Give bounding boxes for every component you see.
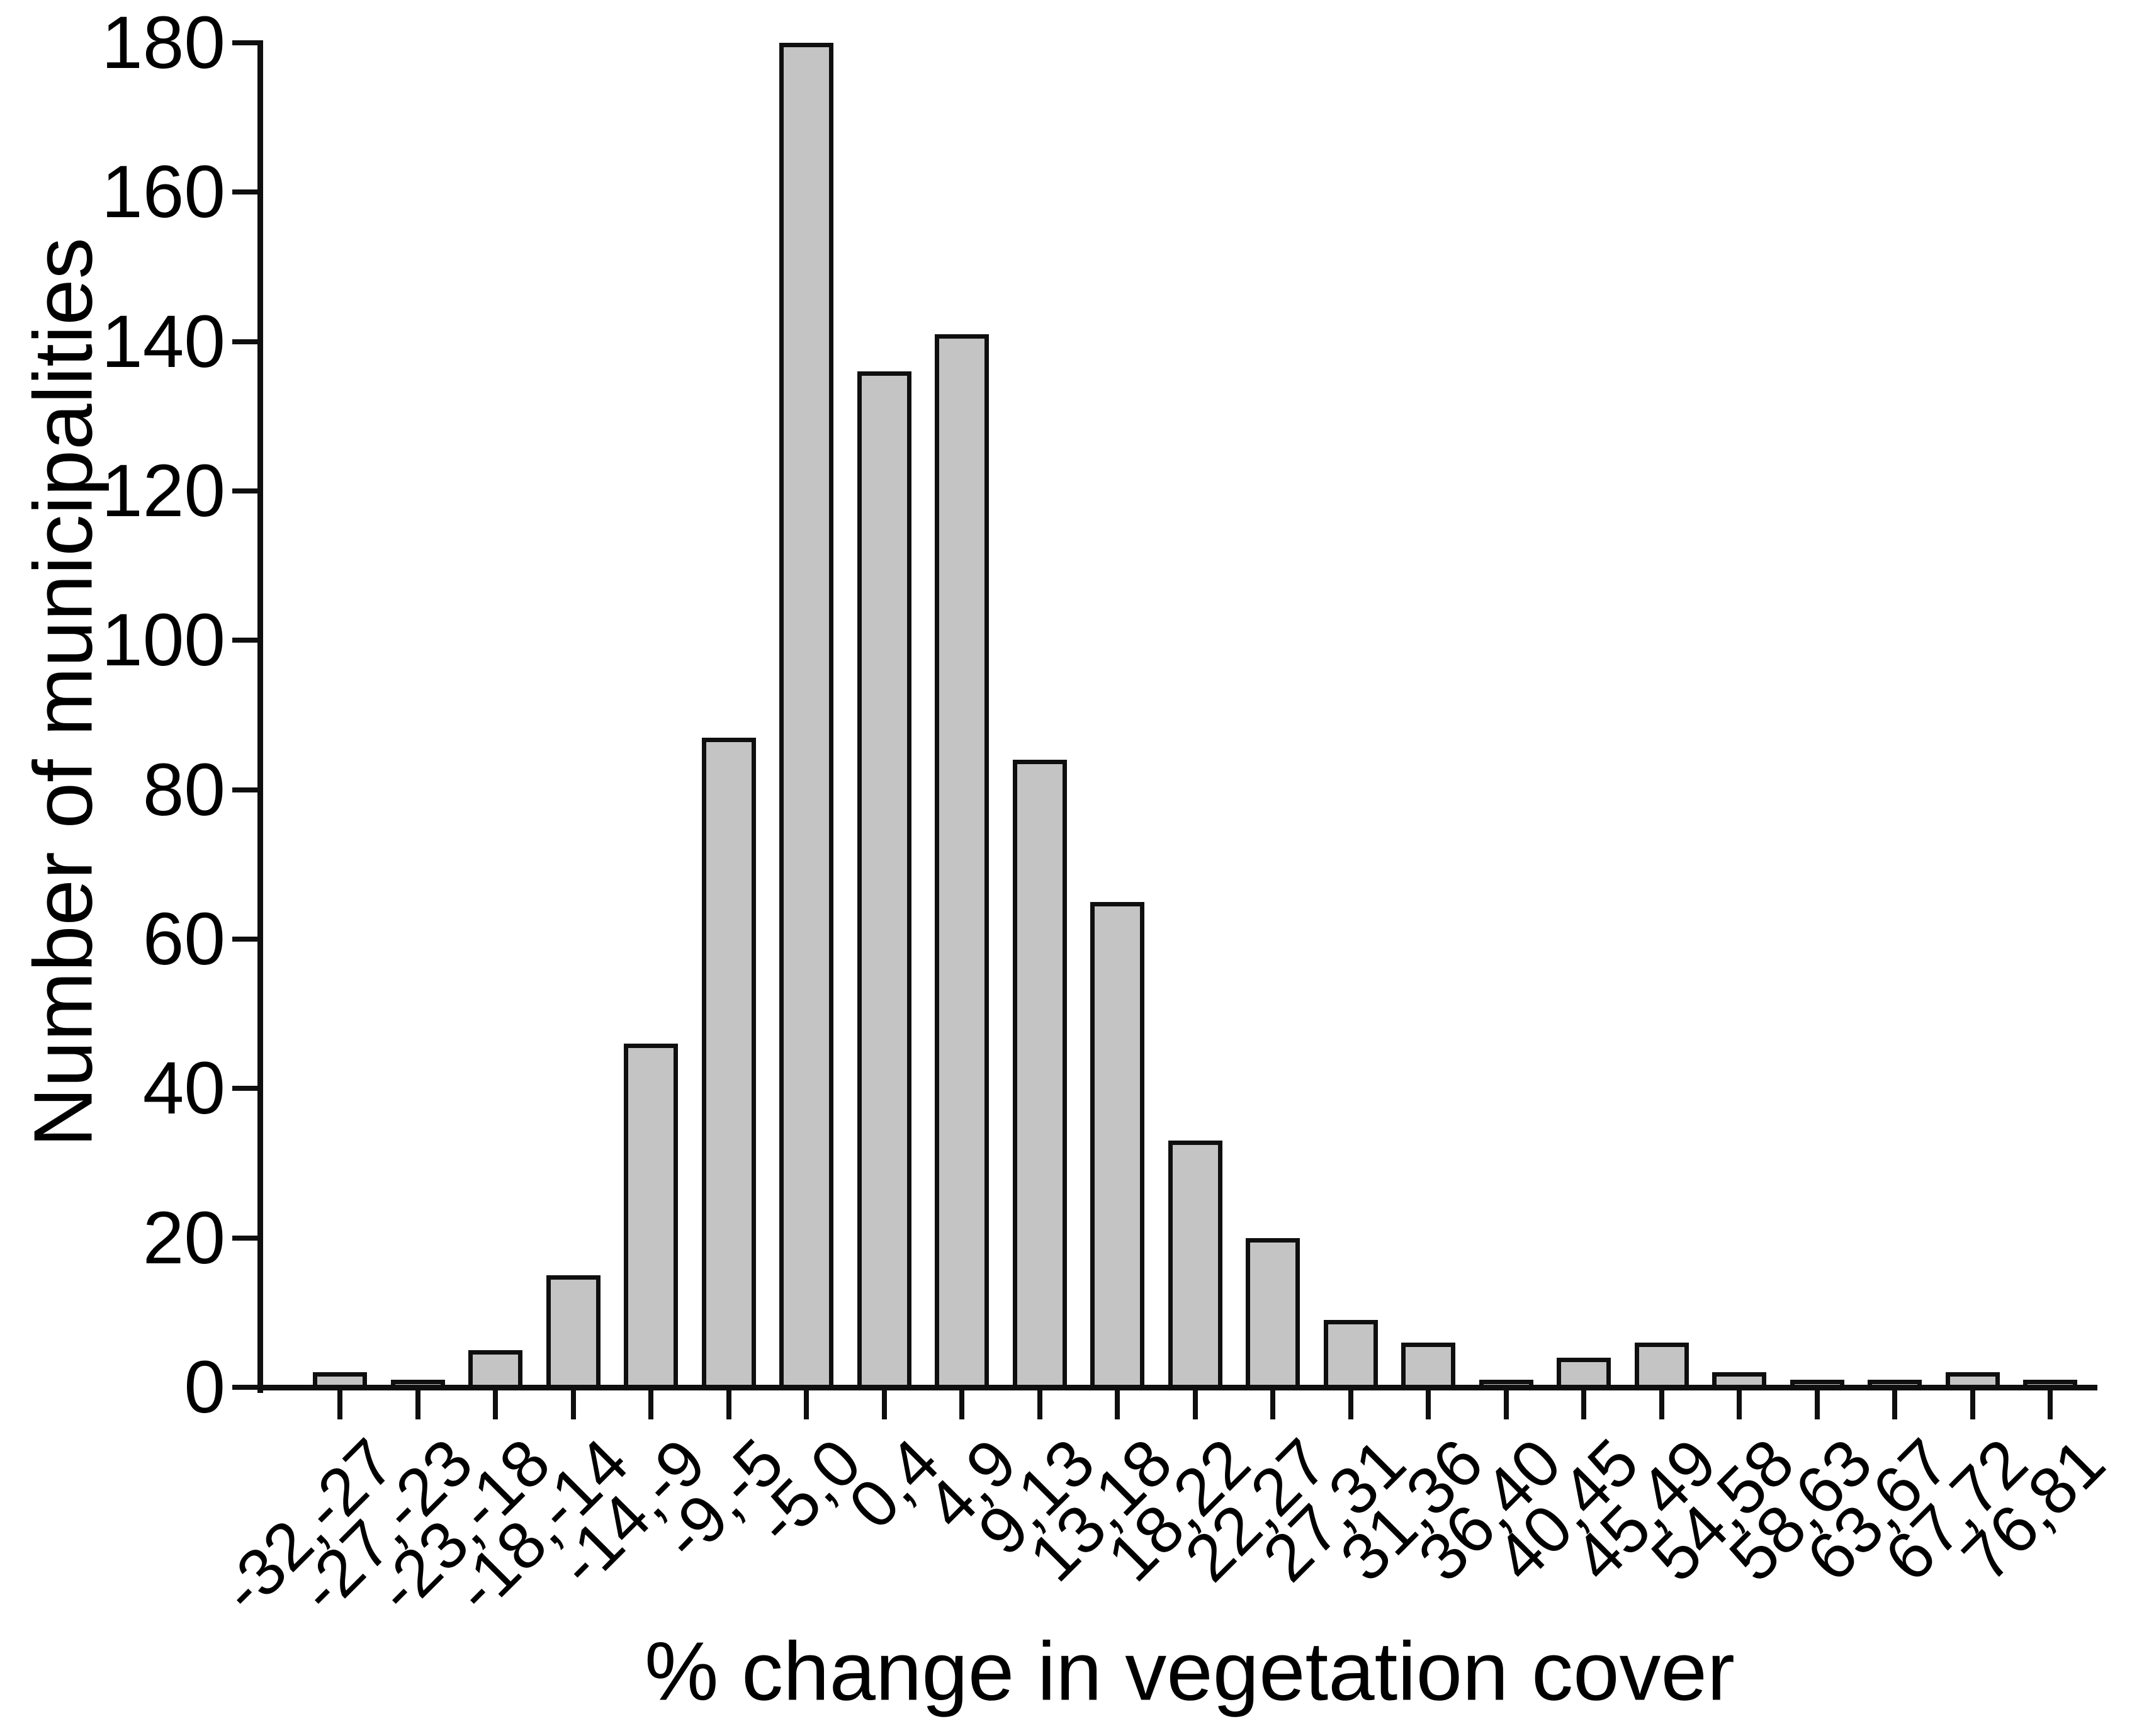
- x-tick: [881, 1390, 887, 1419]
- bar: [1090, 902, 1144, 1387]
- bar: [624, 1044, 678, 1387]
- x-tick: [1970, 1390, 1975, 1419]
- x-tick: [2048, 1390, 2053, 1419]
- bar: [857, 371, 911, 1387]
- bar: [1246, 1238, 1300, 1387]
- bar: [1557, 1358, 1611, 1387]
- bar: [779, 43, 833, 1387]
- x-tick: [1115, 1390, 1120, 1419]
- y-tick-label: 140: [101, 300, 225, 383]
- x-tick: [1814, 1390, 1820, 1419]
- y-tick: [232, 40, 257, 45]
- x-axis-title: % change in vegetation cover: [645, 1625, 1735, 1718]
- y-tick-label: 100: [101, 599, 225, 682]
- y-tick: [232, 1086, 257, 1091]
- y-tick: [232, 1235, 257, 1241]
- bar: [1634, 1343, 1689, 1387]
- x-tick: [415, 1390, 420, 1419]
- x-axis-line: [257, 1384, 2097, 1390]
- bar: [468, 1350, 522, 1387]
- x-tick: [1581, 1390, 1586, 1419]
- y-tick: [232, 339, 257, 344]
- x-tick: [1426, 1390, 1431, 1419]
- y-tick: [232, 638, 257, 643]
- y-axis-line: [257, 40, 263, 1393]
- x-tick: [1892, 1390, 1897, 1419]
- y-tick-label: 20: [142, 1196, 225, 1280]
- bar: [546, 1275, 601, 1387]
- x-tick: [1037, 1390, 1042, 1419]
- bar: [1401, 1343, 1455, 1387]
- bar: [935, 334, 989, 1387]
- x-tick: [1659, 1390, 1664, 1419]
- y-tick: [232, 488, 257, 493]
- x-tick: [1348, 1390, 1353, 1419]
- x-tick: [804, 1390, 809, 1419]
- bar: [1323, 1320, 1378, 1387]
- y-tick: [232, 787, 257, 792]
- y-tick-label: 0: [184, 1346, 225, 1429]
- x-tick: [1737, 1390, 1742, 1419]
- x-tick: [1270, 1390, 1275, 1419]
- bar: [1168, 1141, 1222, 1387]
- y-tick-label: 160: [101, 150, 225, 234]
- x-tick: [648, 1390, 653, 1419]
- y-tick-label: 80: [142, 748, 225, 831]
- y-tick: [232, 937, 257, 942]
- y-tick: [232, 189, 257, 195]
- y-tick-label: 40: [142, 1047, 225, 1130]
- x-tick: [570, 1390, 576, 1419]
- y-tick-label: 180: [101, 1, 225, 84]
- x-tick: [1192, 1390, 1198, 1419]
- x-tick: [1503, 1390, 1509, 1419]
- x-tick: [959, 1390, 964, 1419]
- x-tick: [726, 1390, 731, 1419]
- x-tick: [493, 1390, 498, 1419]
- bar: [1012, 760, 1067, 1387]
- y-tick-label: 60: [142, 898, 225, 981]
- y-tick: [232, 1385, 257, 1390]
- y-tick-label: 120: [101, 449, 225, 533]
- x-tick: [337, 1390, 342, 1419]
- bar: [701, 738, 756, 1387]
